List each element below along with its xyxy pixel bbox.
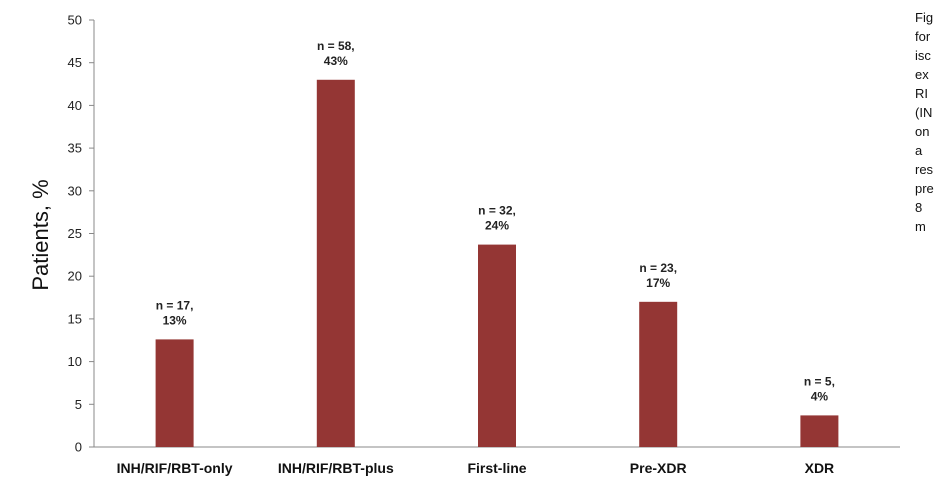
y-tick-label: 25	[68, 226, 82, 241]
data-label-percent: 4%	[811, 389, 829, 403]
y-tick-label: 20	[68, 269, 82, 284]
category-label: XDR	[805, 460, 835, 476]
bar	[800, 415, 839, 447]
y-tick-label: 45	[68, 55, 82, 70]
caption-fragment: a	[915, 143, 923, 158]
caption-fragment: for	[915, 29, 931, 44]
figure-caption: Fig for isc ex RI (IN on a res pre 8 m	[915, 8, 936, 236]
caption-fragment: (IN	[915, 105, 933, 120]
y-axis-label: Patients, %	[28, 179, 53, 290]
category-label: INH/RIF/RBT-only	[117, 460, 233, 476]
y-tick-label: 35	[68, 141, 82, 156]
caption-fragment: pre	[915, 181, 934, 196]
category-label: First-line	[467, 460, 526, 476]
category-label: Pre-XDR	[630, 460, 687, 476]
caption-fragment: Fig	[915, 10, 934, 25]
data-label-count: n = 5,	[804, 374, 835, 388]
data-label-count: n = 58,	[317, 39, 355, 53]
caption-fragment: on	[915, 124, 930, 139]
data-label-percent: 17%	[646, 276, 670, 290]
y-tick-label: 30	[68, 183, 82, 198]
bars	[155, 79, 839, 447]
bar	[155, 339, 194, 447]
y-tick-label: 50	[68, 13, 82, 28]
data-label-count: n = 17,	[156, 298, 194, 312]
data-label-percent: 43%	[324, 54, 348, 68]
caption-fragment: res	[915, 162, 934, 177]
category-labels: INH/RIF/RBT-only INH/RIF/RBT-plus First-li…	[117, 460, 835, 476]
category-label: INH/RIF/RBT-plus	[278, 460, 394, 476]
caption-fragment: ex	[915, 67, 929, 82]
y-tick-label: 0	[75, 440, 82, 455]
bar	[639, 301, 678, 447]
y-ticks: 0 5 10 15 20 25 30 35 40 45 50	[68, 13, 94, 455]
caption-fragment: m	[915, 219, 926, 234]
data-labels: n = 17,13% n = 58,43% n = 32,24% n = 23,17%…	[156, 39, 835, 404]
caption-fragment: RI	[915, 86, 928, 101]
y-tick-label: 15	[68, 311, 82, 326]
data-label-percent: 13%	[163, 313, 187, 327]
y-tick-label: 5	[75, 397, 82, 412]
bar	[478, 244, 516, 447]
caption-fragment: isc	[915, 48, 931, 63]
y-tick-label: 40	[68, 98, 82, 113]
data-label-count: n = 32,	[478, 204, 516, 218]
data-label-count: n = 23,	[639, 261, 677, 275]
caption-fragment: 8	[915, 200, 923, 215]
data-label-percent: 24%	[485, 219, 509, 233]
y-tick-label: 10	[68, 354, 82, 369]
bar	[316, 79, 355, 447]
